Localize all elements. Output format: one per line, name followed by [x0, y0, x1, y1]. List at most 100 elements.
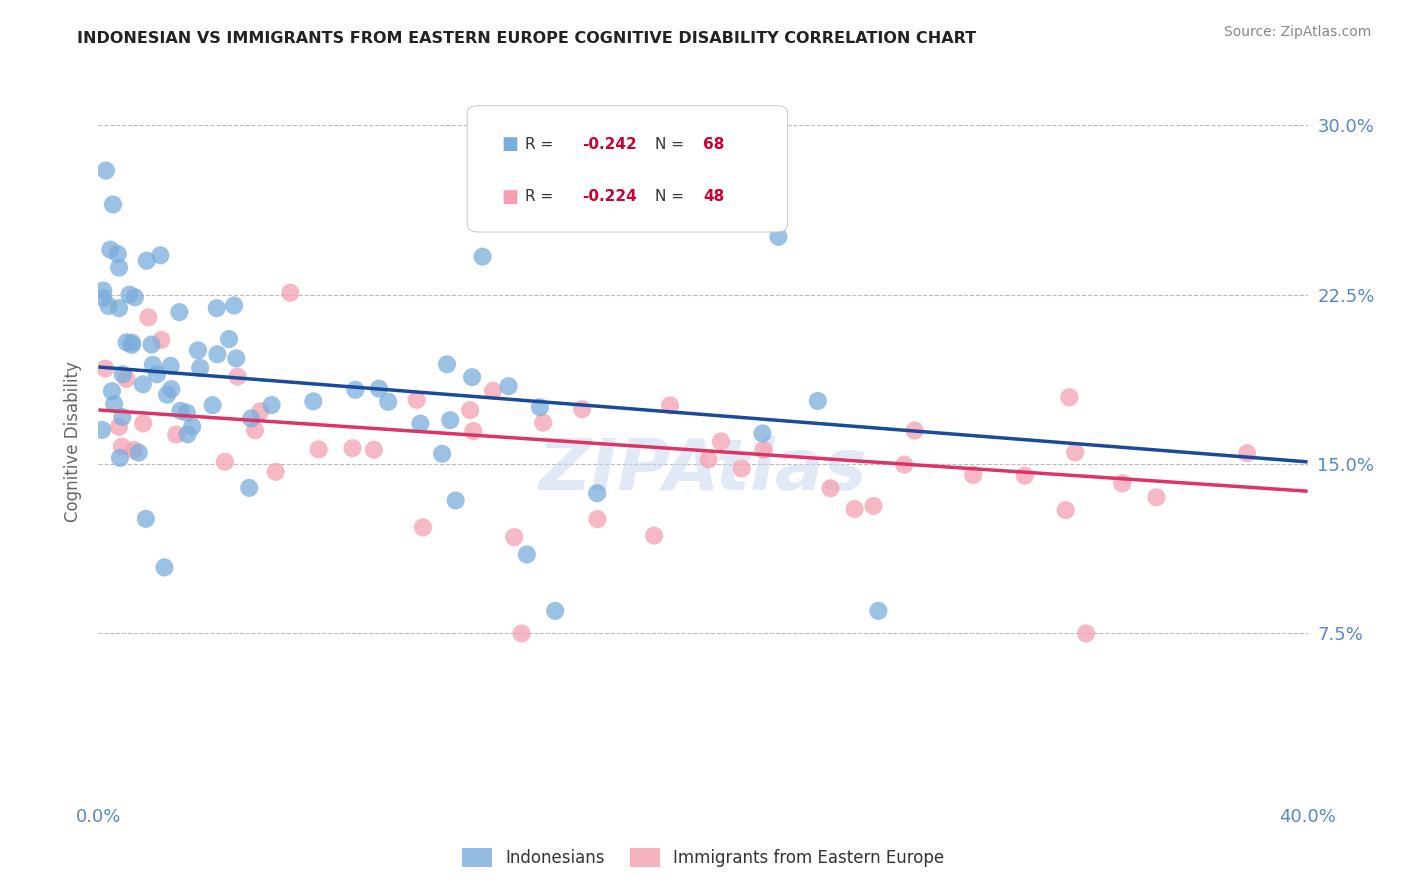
Point: [214, 455, 236, 469]
Point: [768, 230, 790, 244]
Point: [643, 528, 665, 542]
Point: [108, 450, 131, 465]
Point: [103, 397, 125, 411]
Point: [405, 392, 427, 407]
FancyBboxPatch shape: [467, 105, 787, 232]
Text: N =: N =: [655, 189, 689, 204]
Legend: Indonesians, Immigrants from Eastern Europe: Indonesians, Immigrants from Eastern Eur…: [456, 841, 950, 874]
Point: [132, 417, 155, 431]
Text: R =: R =: [526, 189, 558, 204]
Point: [135, 512, 157, 526]
Point: [377, 394, 399, 409]
Point: [187, 343, 209, 358]
Point: [108, 301, 131, 315]
Point: [94, 361, 117, 376]
Point: [205, 301, 228, 315]
Point: [731, 461, 754, 475]
Point: [510, 626, 533, 640]
Point: [962, 467, 984, 482]
Point: [503, 530, 526, 544]
Point: [108, 260, 131, 275]
Point: [1014, 468, 1036, 483]
Point: [111, 440, 134, 454]
Point: [531, 416, 554, 430]
Point: [107, 247, 129, 261]
Point: [1144, 490, 1167, 504]
Point: [342, 441, 364, 455]
Point: [471, 250, 494, 264]
Point: [160, 382, 183, 396]
Point: [218, 332, 240, 346]
Point: [751, 426, 773, 441]
Point: [1059, 390, 1081, 404]
Text: N =: N =: [655, 136, 689, 152]
Text: 48: 48: [703, 189, 724, 204]
Point: [128, 445, 150, 459]
Point: [238, 481, 260, 495]
Point: [118, 287, 141, 301]
Point: [91, 284, 114, 298]
Point: [108, 420, 131, 434]
Point: [149, 248, 172, 262]
Point: [439, 413, 461, 427]
Text: -0.224: -0.224: [582, 189, 637, 204]
Point: [363, 442, 385, 457]
Point: [101, 384, 124, 398]
Point: [844, 502, 866, 516]
Point: [482, 384, 505, 398]
Point: [141, 337, 163, 351]
Point: [132, 377, 155, 392]
Point: [409, 417, 432, 431]
Text: INDONESIAN VS IMMIGRANTS FROM EASTERN EUROPE COGNITIVE DISABILITY CORRELATION CH: INDONESIAN VS IMMIGRANTS FROM EASTERN EU…: [77, 31, 976, 46]
Point: [529, 400, 551, 414]
Point: [697, 452, 720, 467]
Point: [571, 402, 593, 417]
Text: ZIPAtlas: ZIPAtlas: [538, 436, 868, 505]
Point: [226, 369, 249, 384]
Text: -0.242: -0.242: [582, 136, 637, 152]
Point: [1236, 446, 1258, 460]
Text: Source: ZipAtlas.com: Source: ZipAtlas.com: [1223, 25, 1371, 39]
Point: [181, 419, 204, 434]
Point: [169, 404, 191, 418]
Point: [710, 434, 733, 449]
Point: [111, 368, 134, 382]
Point: [1064, 445, 1087, 459]
Point: [169, 305, 191, 319]
Point: [260, 398, 283, 412]
Point: [240, 411, 263, 425]
Point: [458, 403, 481, 417]
Point: [1111, 476, 1133, 491]
Point: [412, 520, 434, 534]
Point: [98, 243, 121, 257]
Point: [820, 481, 842, 495]
Point: [659, 399, 682, 413]
Point: [188, 360, 211, 375]
Point: [1074, 626, 1097, 640]
Point: [249, 404, 271, 418]
Point: [264, 465, 287, 479]
Point: [904, 424, 927, 438]
Point: [225, 351, 247, 366]
Text: 68: 68: [703, 136, 724, 152]
Point: [868, 604, 890, 618]
Point: [344, 383, 367, 397]
Point: [101, 197, 124, 211]
Point: [862, 499, 884, 513]
Point: [146, 368, 169, 382]
Point: [121, 338, 143, 352]
Point: [115, 372, 138, 386]
Point: [165, 427, 187, 442]
Text: ■: ■: [501, 188, 517, 206]
Point: [1054, 503, 1077, 517]
Point: [586, 486, 609, 500]
Point: [498, 379, 520, 393]
Point: [121, 335, 143, 350]
Point: [461, 370, 484, 384]
Point: [207, 347, 229, 361]
Point: [544, 604, 567, 618]
Point: [91, 423, 114, 437]
Point: [176, 406, 198, 420]
Point: [222, 298, 245, 312]
Point: [308, 442, 330, 457]
